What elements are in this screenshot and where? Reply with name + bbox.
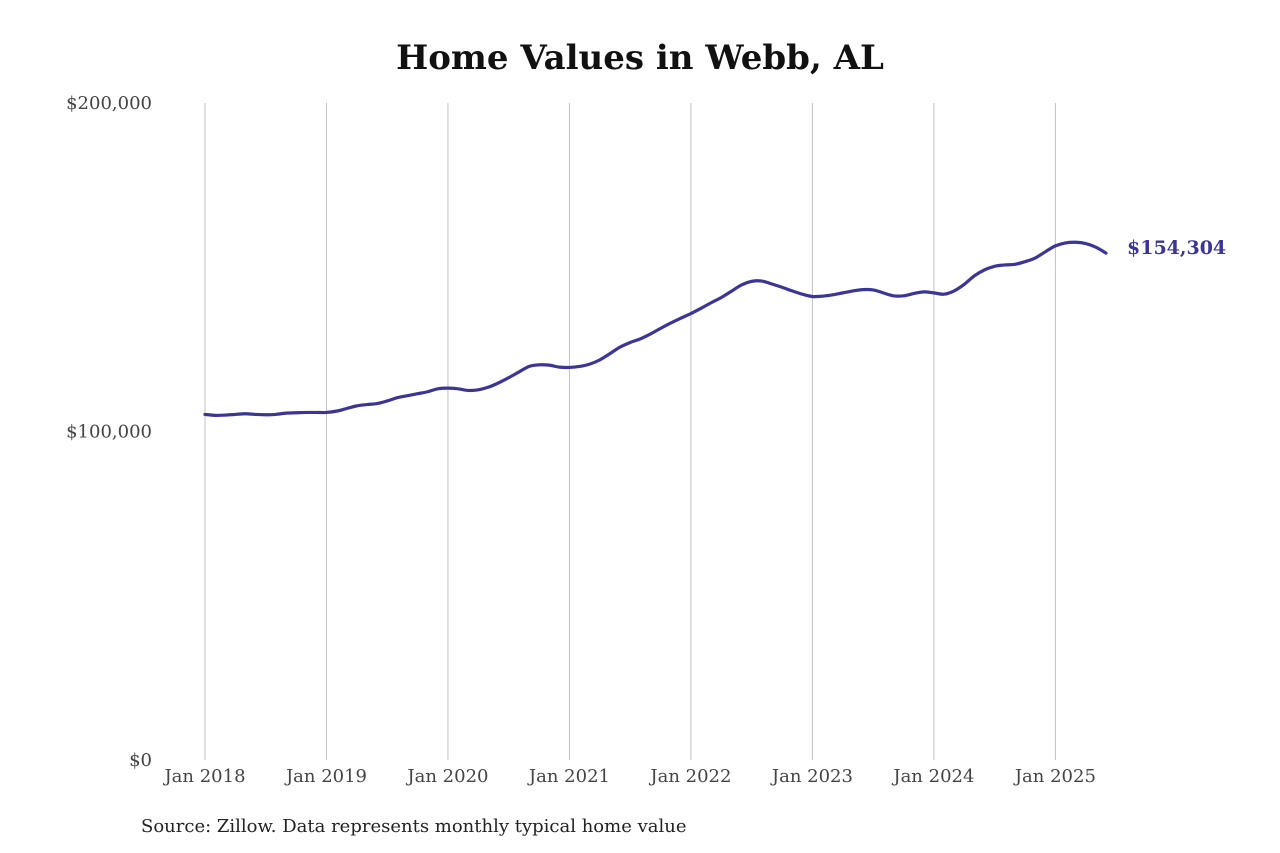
y-tick-label: $200,000 (66, 93, 152, 114)
gridlines (204, 103, 1056, 760)
x-tick-label: Jan 2023 (770, 766, 853, 787)
x-tick-label: Jan 2025 (1013, 766, 1096, 787)
x-tick-label: Jan 2024 (891, 766, 974, 787)
y-tick-label: $100,000 (66, 422, 152, 443)
x-tick-label: Jan 2020 (405, 766, 488, 787)
x-tick-label: Jan 2018 (162, 766, 245, 787)
source-note: Source: Zillow. Data represents monthly … (141, 816, 687, 837)
chart-title: Home Values in Webb, AL (396, 38, 884, 78)
x-tick-label: Jan 2019 (284, 766, 367, 787)
axis-labels: Jan 2018 Jan 2019 Jan 2020 Jan 2021 Jan 2022… (66, 93, 1096, 787)
series-line (203, 240, 1108, 418)
end-value-label: $154,304 (1127, 237, 1226, 259)
series-layer: $154,304 (203, 237, 1226, 418)
x-tick-label: Jan 2021 (527, 766, 610, 787)
y-tick-label: $0 (129, 750, 152, 771)
x-tick-label: Jan 2022 (648, 766, 731, 787)
